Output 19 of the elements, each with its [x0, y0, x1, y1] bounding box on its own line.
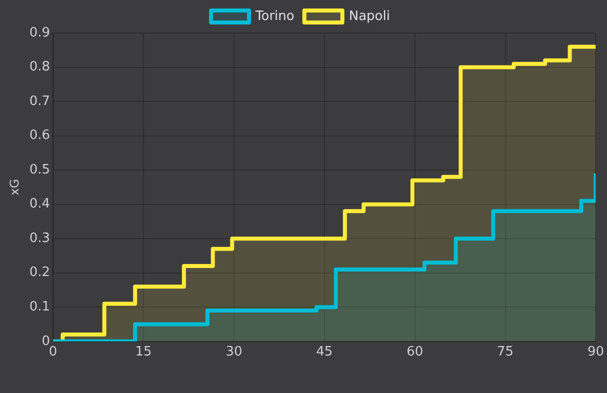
y-tick-label: 0.7: [29, 94, 50, 109]
legend-label: Napoli: [348, 8, 390, 24]
y-tick-label: 0.2: [29, 265, 50, 280]
legend-label: Torino: [254, 8, 294, 24]
x-tick-label: 60: [406, 344, 424, 360]
y-axis-title: xG: [7, 178, 22, 196]
x-tick-label: 45: [316, 344, 333, 360]
y-tick-label: 0.4: [29, 196, 50, 212]
x-tick-label: 75: [497, 344, 514, 360]
x-tick-label: 30: [226, 344, 242, 360]
y-tick-label: 0.9: [29, 25, 50, 40]
x-tick-label: 90: [587, 344, 604, 360]
x-tick-label: 15: [135, 344, 152, 360]
y-tick-label: 0.6: [29, 128, 50, 144]
y-tick-label: 0.3: [29, 230, 50, 246]
y-tick-label: 0: [42, 334, 50, 349]
y-tick-label: 0.8: [29, 60, 50, 75]
y-tick-label: 0.5: [29, 162, 50, 178]
y-tick-label: 0.1: [29, 300, 50, 315]
